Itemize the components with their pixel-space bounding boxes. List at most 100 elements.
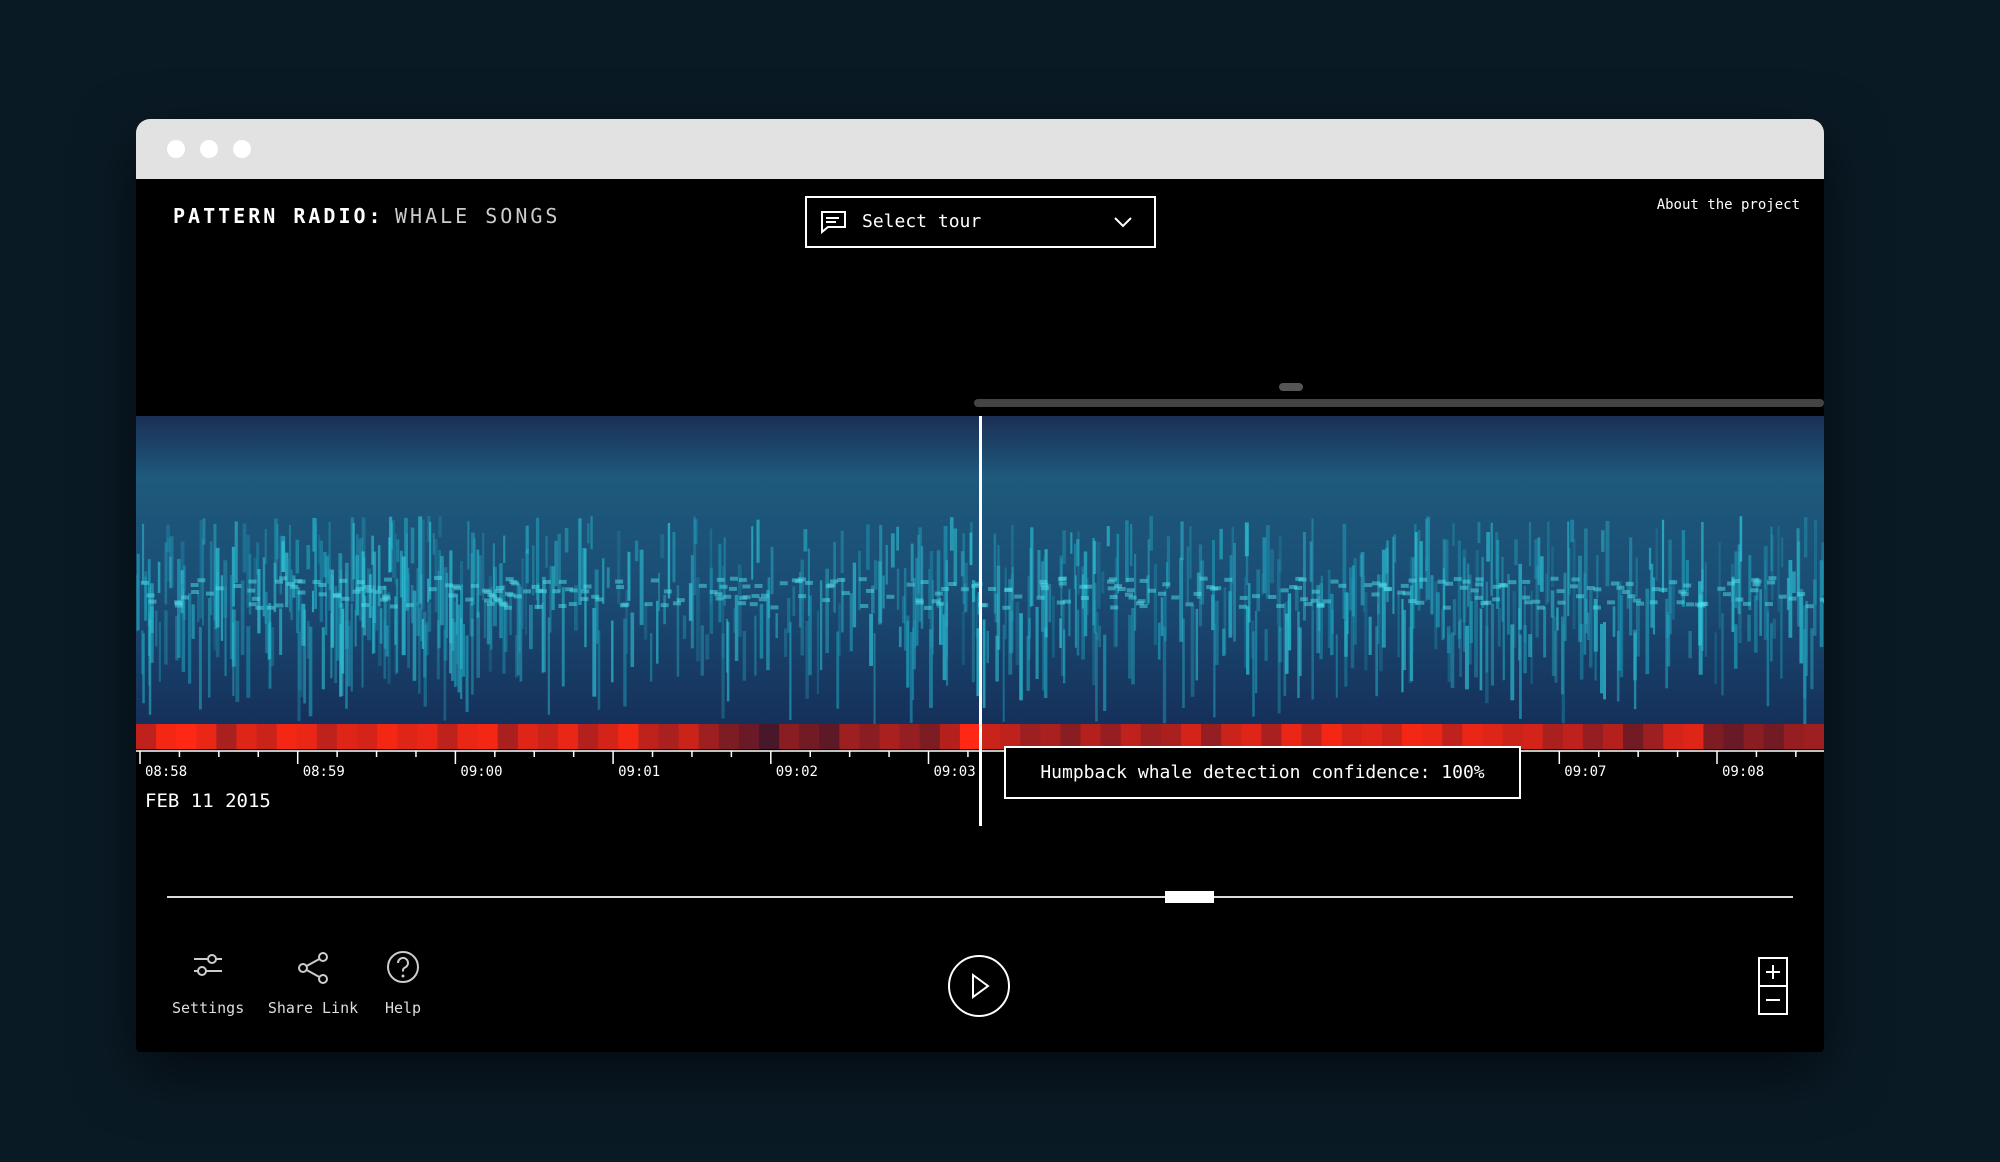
tour-select[interactable]: Select tour bbox=[805, 196, 1156, 248]
spectrogram-streak bbox=[542, 576, 546, 673]
play-button[interactable] bbox=[947, 954, 1011, 1018]
spectrogram-blob bbox=[1610, 581, 1619, 586]
spectrogram-streak bbox=[456, 607, 459, 664]
playhead[interactable] bbox=[979, 416, 982, 826]
spectrogram-streak bbox=[390, 522, 394, 550]
spectrogram-streak bbox=[630, 612, 635, 667]
spectrogram-streak bbox=[1528, 634, 1533, 658]
spectrogram-streak bbox=[1714, 632, 1717, 685]
confidence-cell bbox=[1763, 724, 1785, 749]
spectrogram-streak bbox=[896, 526, 900, 551]
spectrogram-streak bbox=[939, 597, 942, 645]
spectrogram-streak bbox=[423, 624, 427, 707]
settings-label[interactable]: Settings bbox=[172, 999, 245, 1017]
share-label[interactable]: Share Link bbox=[267, 999, 359, 1017]
spectrogram-streak bbox=[449, 584, 452, 674]
overview-slider[interactable] bbox=[167, 896, 1793, 898]
zoom-control[interactable] bbox=[1758, 957, 1790, 1017]
spectrogram-streak bbox=[432, 533, 435, 555]
spectrogram-blob bbox=[941, 587, 950, 592]
spectrogram-blob bbox=[534, 604, 543, 609]
spectrogram-blob bbox=[779, 581, 788, 586]
spectrogram-streak bbox=[471, 618, 474, 695]
spectrogram-streak bbox=[141, 630, 144, 675]
spectrogram-blob bbox=[1371, 581, 1380, 586]
spectrogram-streak bbox=[1803, 629, 1807, 724]
spectrogram-streak bbox=[994, 593, 999, 623]
spectrogram-streak bbox=[1153, 564, 1158, 645]
spectrogram-streak bbox=[1777, 525, 1780, 613]
spectrogram-streak bbox=[141, 523, 145, 584]
spectrogram-streak bbox=[1601, 530, 1605, 552]
spectrogram-streak bbox=[1792, 571, 1796, 594]
help-label[interactable]: Help bbox=[384, 999, 422, 1017]
spectrogram-streak bbox=[213, 523, 217, 621]
spectrogram-streak bbox=[1295, 587, 1299, 611]
spectrogram-streak bbox=[1287, 593, 1292, 651]
settings-icon[interactable] bbox=[190, 951, 226, 981]
confidence-cell bbox=[357, 724, 378, 749]
spectrogram-streak bbox=[554, 540, 558, 587]
share-icon[interactable] bbox=[296, 951, 330, 985]
spectrogram-blob bbox=[503, 605, 512, 610]
spectrogram-blob bbox=[920, 580, 929, 585]
spectrogram-blob bbox=[266, 605, 275, 610]
confidence-cell bbox=[718, 724, 740, 749]
spectrogram-streak bbox=[1129, 524, 1133, 566]
spectrogram-streak bbox=[961, 611, 965, 666]
spectrogram-blob bbox=[1114, 584, 1123, 589]
confidence-cell bbox=[1522, 724, 1544, 749]
spectrogram-streak bbox=[805, 620, 809, 699]
spectrogram-streak bbox=[696, 577, 700, 662]
spectrogram-streak bbox=[1317, 595, 1321, 632]
spectrogram-blob bbox=[798, 594, 807, 599]
spectrogram-blob bbox=[1750, 588, 1759, 593]
spectrogram-streak bbox=[792, 586, 796, 616]
spectrogram-streak bbox=[1512, 591, 1517, 648]
slider-thumb[interactable] bbox=[1165, 891, 1214, 903]
spectrogram-streak bbox=[1311, 609, 1314, 700]
about-link[interactable]: About the project bbox=[1656, 197, 1800, 213]
spectrogram-blob bbox=[428, 587, 437, 592]
spectrogram-blob bbox=[312, 579, 321, 584]
spectrogram-streak bbox=[345, 620, 348, 709]
spectrogram-streak bbox=[825, 568, 829, 654]
spectrogram-streak bbox=[1685, 559, 1689, 592]
spectrogram-streak bbox=[623, 618, 627, 707]
spectrogram-streak bbox=[423, 611, 427, 678]
spectrogram-blob bbox=[936, 601, 945, 606]
help-icon[interactable] bbox=[385, 949, 421, 985]
spectrogram-streak bbox=[347, 625, 351, 687]
spectrogram-streak bbox=[775, 613, 778, 638]
spectrogram-blob bbox=[197, 578, 206, 583]
spectrogram-streak bbox=[1116, 533, 1120, 594]
spectrogram-streak bbox=[1668, 586, 1672, 614]
spectrogram-streak bbox=[166, 537, 171, 582]
spectrogram-blob bbox=[1397, 590, 1406, 595]
confidence-cell bbox=[537, 724, 559, 749]
spectrogram-blob bbox=[1128, 595, 1137, 600]
spectrogram-blob bbox=[1805, 604, 1814, 609]
spectrogram-streak bbox=[1035, 606, 1039, 680]
spectrogram-streak bbox=[1311, 518, 1314, 610]
spectrogram-streak bbox=[547, 617, 551, 715]
spectrogram-streak bbox=[1731, 576, 1735, 633]
confidence-cell bbox=[1683, 724, 1704, 749]
spectrogram-blob bbox=[1276, 603, 1285, 608]
spectrogram-streak bbox=[929, 629, 933, 708]
spectrogram-streak bbox=[1231, 526, 1234, 584]
spectrogram-streak bbox=[1278, 536, 1282, 573]
spectrogram-blob bbox=[1621, 590, 1630, 595]
spectrogram-streak bbox=[1052, 595, 1055, 658]
spectrogram-streak bbox=[1474, 591, 1478, 678]
spectrogram-streak bbox=[784, 628, 788, 657]
spectrogram-streak bbox=[1027, 576, 1031, 660]
spectrogram-blob bbox=[1338, 583, 1347, 588]
spectrogram-streak bbox=[1298, 627, 1302, 677]
spectrogram-streak bbox=[869, 613, 874, 666]
spectrogram-streak bbox=[150, 583, 154, 634]
scroll-handle[interactable] bbox=[1279, 383, 1303, 391]
spectrogram-streak bbox=[1330, 593, 1334, 656]
spectrogram-streak bbox=[1514, 539, 1518, 566]
spectrogram-streak bbox=[532, 545, 535, 596]
